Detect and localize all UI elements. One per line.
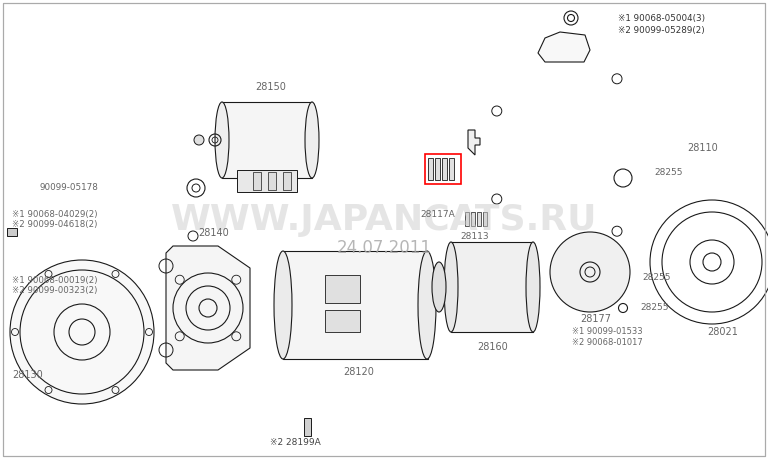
Text: 28130: 28130 bbox=[12, 370, 43, 380]
Ellipse shape bbox=[215, 102, 229, 178]
Bar bbox=[483, 212, 487, 226]
Text: 28140: 28140 bbox=[198, 228, 229, 238]
Text: 28021: 28021 bbox=[707, 327, 738, 337]
Circle shape bbox=[194, 135, 204, 145]
Bar bbox=[268, 172, 276, 190]
Circle shape bbox=[10, 260, 154, 404]
Text: 28110: 28110 bbox=[687, 143, 718, 153]
Text: 28255: 28255 bbox=[642, 274, 670, 282]
Text: ※1 90068-00019(2): ※1 90068-00019(2) bbox=[12, 276, 98, 285]
Text: ※1 90068-05004(3): ※1 90068-05004(3) bbox=[618, 14, 705, 23]
Ellipse shape bbox=[526, 242, 540, 332]
Bar bbox=[283, 251, 428, 359]
Bar bbox=[442, 158, 447, 180]
Text: ※1 90068-04029(2): ※1 90068-04029(2) bbox=[12, 210, 98, 219]
Polygon shape bbox=[538, 32, 590, 62]
Text: ※2 90099-05289(2): ※2 90099-05289(2) bbox=[618, 26, 705, 35]
Bar bbox=[428, 158, 433, 180]
Bar bbox=[304, 418, 311, 436]
Ellipse shape bbox=[274, 251, 292, 359]
Text: 28113: 28113 bbox=[460, 232, 488, 241]
Ellipse shape bbox=[444, 242, 458, 332]
Text: 28160: 28160 bbox=[477, 342, 508, 352]
Text: ※1 90099-01533: ※1 90099-01533 bbox=[572, 327, 643, 336]
Bar bbox=[449, 158, 454, 180]
Bar bbox=[325, 275, 360, 303]
Polygon shape bbox=[166, 246, 250, 370]
Text: ※2 90068-01017: ※2 90068-01017 bbox=[572, 338, 643, 347]
Ellipse shape bbox=[418, 251, 436, 359]
Bar bbox=[222, 102, 312, 178]
Text: ※2 28199A: ※2 28199A bbox=[270, 438, 321, 447]
Bar bbox=[325, 310, 360, 332]
Circle shape bbox=[550, 232, 630, 312]
Text: 28120: 28120 bbox=[343, 367, 374, 377]
Bar bbox=[451, 242, 533, 332]
Bar bbox=[477, 212, 481, 226]
Bar bbox=[471, 212, 475, 226]
Ellipse shape bbox=[305, 102, 319, 178]
Bar bbox=[237, 170, 297, 192]
Text: 90099-05178: 90099-05178 bbox=[40, 183, 99, 192]
Bar bbox=[7, 228, 17, 236]
Text: WWW.JAPANCATS.RU: WWW.JAPANCATS.RU bbox=[170, 203, 598, 237]
Text: 28177: 28177 bbox=[580, 314, 611, 324]
Text: 28255: 28255 bbox=[654, 168, 683, 177]
Text: ※2 90099-00323(2): ※2 90099-00323(2) bbox=[12, 286, 98, 295]
Polygon shape bbox=[468, 130, 480, 155]
Bar bbox=[435, 158, 440, 180]
Bar bbox=[465, 212, 469, 226]
Text: ※2 90099-04618(2): ※2 90099-04618(2) bbox=[12, 220, 98, 229]
Text: 24.07.2011: 24.07.2011 bbox=[336, 239, 432, 257]
Text: 28255: 28255 bbox=[640, 303, 668, 313]
Ellipse shape bbox=[432, 262, 446, 312]
Bar bbox=[283, 172, 291, 190]
Text: 28117A: 28117A bbox=[420, 210, 455, 219]
Bar bbox=[253, 172, 261, 190]
Text: 28150: 28150 bbox=[255, 82, 286, 92]
Bar bbox=[425, 154, 461, 184]
